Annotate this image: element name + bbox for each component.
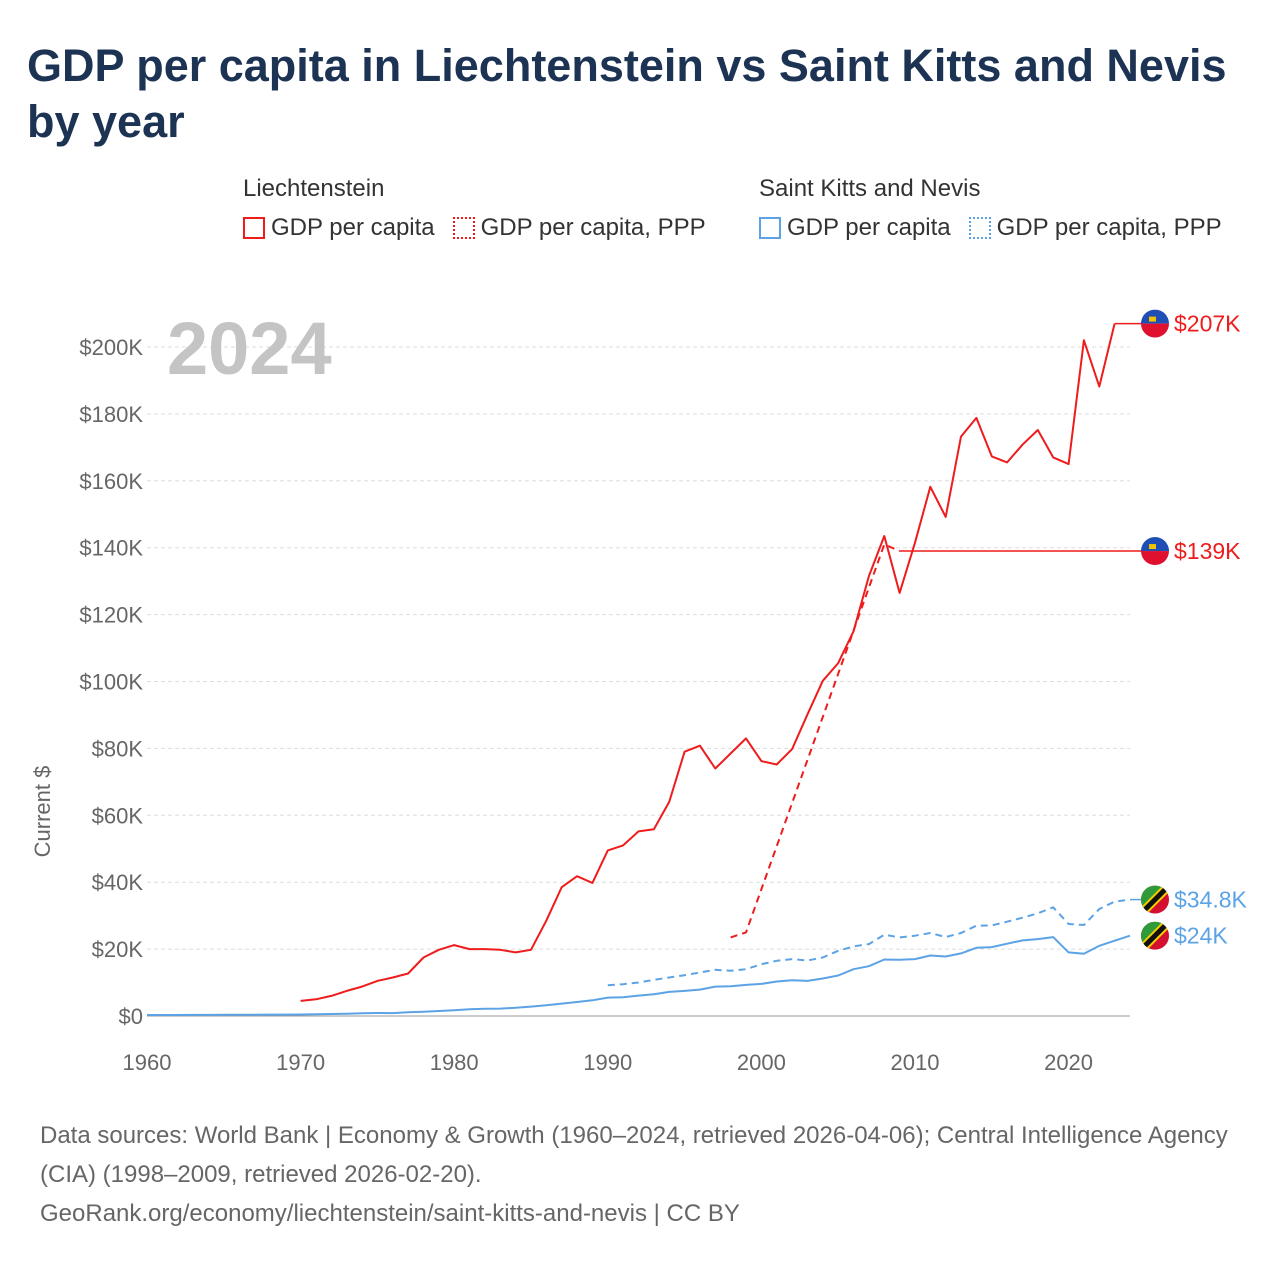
y-tick-label: $140K (79, 536, 143, 561)
series-line (147, 934, 1131, 1016)
x-tick-label: 2010 (890, 1050, 939, 1075)
y-tick-label: $80K (92, 736, 144, 761)
year-watermark-label: 2024 (167, 307, 332, 390)
legend-item-liechtenstein-gdp[interactable]: GDP per capita (243, 214, 435, 242)
series-line (730, 543, 900, 939)
liechtenstein-flag-icon (1141, 537, 1169, 566)
legend-group-liechtenstein: Liechtenstein GDP per capita GDP per cap… (243, 172, 724, 242)
legend-label: GDP per capita, PPP (480, 214, 706, 241)
legend-swatch-dotted (452, 217, 475, 239)
y-tick-label: $200K (79, 335, 143, 360)
series-end-label: $34.8K (1174, 887, 1248, 913)
series-end-label: $207K (1174, 311, 1241, 337)
legend-group-label: Liechtenstein (243, 175, 385, 202)
series-end-marker (1141, 309, 1169, 338)
source-url-text[interactable]: GeoRank.org/economy/liechtenstein/saint-… (40, 1200, 740, 1227)
y-tick-label: $0 (119, 1004, 143, 1029)
legend-label: GDP per capita (271, 214, 435, 241)
flag-stripe-red (1141, 551, 1169, 566)
saint-kitts-flag-icon (1141, 885, 1169, 914)
legend-item-skn-gdp-ppp[interactable]: GDP per capita, PPP (968, 214, 1222, 242)
x-tick-label: 2000 (737, 1050, 786, 1075)
legend-label: GDP per capita, PPP (996, 214, 1222, 241)
legend-swatch-solid (759, 217, 781, 239)
liechtenstein-flag-icon (1141, 309, 1169, 338)
legend-swatch-dotted (968, 217, 991, 239)
x-tick-label: 1980 (430, 1050, 479, 1075)
saint-kitts-flag-icon (1141, 921, 1169, 950)
series-end-marker (1141, 885, 1169, 914)
data-sources-text: Data sources: World Bank | Economy & Gro… (40, 1122, 1228, 1188)
legend-item-skn-gdp[interactable]: GDP per capita (759, 214, 951, 242)
legend-item-liechtenstein-gdp-ppp[interactable]: GDP per capita, PPP (452, 214, 706, 242)
y-tick-label: $40K (92, 870, 144, 895)
flag-band-black (1141, 885, 1169, 914)
y-tick-label: $20K (92, 937, 144, 962)
line-chart: $0 $20K $40K $60K $80K $100K $120K $140K $160K $1… (30, 307, 1248, 1075)
x-tick-label: 2020 (1044, 1050, 1093, 1075)
chart-title: GDP per capita in Liechtenstein vs Saint… (27, 40, 1227, 147)
series-line (300, 323, 1116, 1002)
series-end-label: $139K (1174, 538, 1241, 564)
flag-crown (1149, 544, 1156, 550)
series-end-marker (1141, 921, 1169, 950)
y-axis-label: Current $ (30, 766, 55, 858)
flag-band-black (1141, 921, 1169, 950)
footer: Data sources: World Bank | Economy & Gro… (40, 1116, 1240, 1233)
x-tick-label: 1970 (276, 1050, 325, 1075)
flag-crown (1149, 316, 1156, 322)
legend-group-saint-kitts-and-nevis: Saint Kitts and Nevis GDP per capita GDP… (759, 172, 1240, 242)
y-tick-label: $120K (79, 603, 143, 628)
legend-group-label: Saint Kitts and Nevis (759, 175, 981, 202)
series-end-marker (1141, 537, 1169, 566)
y-tick-label: $160K (79, 469, 143, 494)
legend-swatch-solid (243, 217, 265, 239)
series-line (607, 898, 1131, 987)
x-tick-label: 1960 (123, 1050, 172, 1075)
y-tick-label: $60K (92, 803, 144, 828)
y-tick-label: $180K (79, 402, 143, 427)
legend-label: GDP per capita (787, 214, 951, 241)
x-tick-label: 1990 (583, 1050, 632, 1075)
flag-stripe-red (1141, 323, 1169, 338)
series-end-label: $24K (1174, 923, 1228, 949)
y-tick-label: $100K (79, 670, 143, 695)
